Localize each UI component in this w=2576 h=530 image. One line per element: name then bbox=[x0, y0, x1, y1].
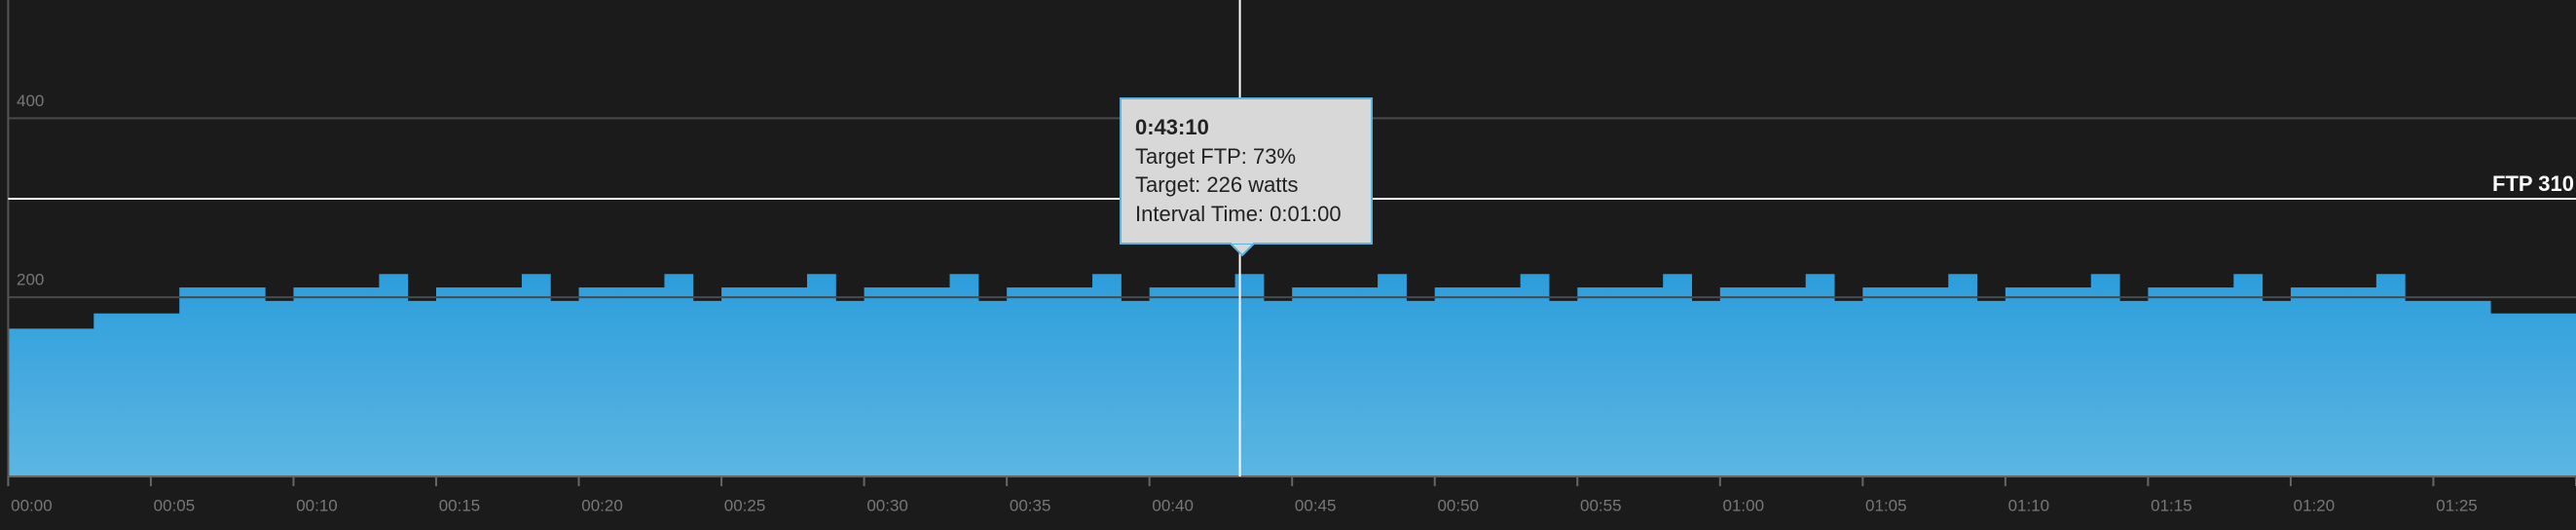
step-bar bbox=[1976, 300, 2006, 476]
x-tick-label: 00:40 bbox=[1152, 496, 1194, 514]
step-bar bbox=[949, 274, 979, 476]
tooltip-box bbox=[1120, 97, 1373, 245]
step-bar bbox=[293, 287, 380, 476]
x-tick-label: 00:10 bbox=[296, 496, 338, 514]
step-bar bbox=[2490, 313, 2576, 476]
step-bar bbox=[1007, 287, 1093, 476]
step-bar bbox=[1663, 274, 1692, 476]
tooltip-arrow bbox=[1228, 243, 1257, 257]
step-bar bbox=[1691, 300, 1721, 476]
step-bar bbox=[1121, 300, 1151, 476]
step-bar bbox=[2119, 300, 2149, 476]
x-tick-label: 01:10 bbox=[2008, 496, 2050, 514]
step-bar bbox=[1577, 287, 1664, 476]
x-tick-label: 01:00 bbox=[1723, 496, 1765, 514]
x-tick-label: 00:25 bbox=[724, 496, 766, 514]
step-bar bbox=[8, 328, 94, 476]
step-bar bbox=[1292, 287, 1379, 476]
step-bar bbox=[1406, 300, 1436, 476]
tooltip: 0:43:10 Target FTP: 73% Target: 226 watt… bbox=[1120, 97, 1373, 257]
step-bar bbox=[1434, 287, 1522, 476]
ftp-label: FTP 310 bbox=[2492, 171, 2574, 196]
step-bar bbox=[436, 287, 523, 476]
step-bar bbox=[1378, 274, 1407, 476]
step-bar bbox=[721, 287, 808, 476]
step-bar bbox=[1862, 287, 1949, 476]
x-tick-label: 00:35 bbox=[1010, 496, 1051, 514]
step-bar bbox=[2405, 300, 2491, 476]
x-tick-label: 01:05 bbox=[1865, 496, 1907, 514]
x-tick-label: 00:55 bbox=[1580, 496, 1622, 514]
step-bar bbox=[379, 274, 409, 476]
step-bar bbox=[1719, 287, 1807, 476]
x-tick-label: 00:05 bbox=[154, 496, 196, 514]
step-bar bbox=[1805, 274, 1835, 476]
step-bar bbox=[265, 300, 294, 476]
step-bar bbox=[521, 274, 551, 476]
tooltip-arrow-cover bbox=[1232, 240, 1253, 244]
tooltip-title: 0:43:10 bbox=[1135, 115, 1209, 139]
step-bar bbox=[664, 274, 694, 476]
step-bar bbox=[1149, 287, 1236, 476]
step-bar bbox=[806, 274, 836, 476]
x-tick-label: 00:15 bbox=[439, 496, 481, 514]
tooltip-line: Target FTP: 73% bbox=[1135, 144, 1296, 169]
step-bar bbox=[2290, 287, 2377, 476]
x-tick-label: 01:15 bbox=[2151, 496, 2192, 514]
step-bar bbox=[2262, 300, 2292, 476]
x-tick-label: 01:20 bbox=[2294, 496, 2336, 514]
step-bar bbox=[1263, 300, 1293, 476]
step-bar bbox=[2005, 287, 2092, 476]
x-tick-label: 00:50 bbox=[1437, 496, 1479, 514]
step-bar bbox=[407, 300, 437, 476]
x-tick-label: 01:25 bbox=[2436, 496, 2478, 514]
step-bar bbox=[1834, 300, 1863, 476]
step-bar bbox=[1548, 300, 1578, 476]
step-bar bbox=[179, 287, 266, 476]
tooltip-line: Interval Time: 0:01:00 bbox=[1135, 202, 1342, 226]
step-bar bbox=[977, 300, 1008, 476]
x-tick-label: 00:30 bbox=[866, 496, 908, 514]
step-bar bbox=[2233, 274, 2263, 476]
step-bar bbox=[692, 300, 722, 476]
x-tick-label: 00:00 bbox=[11, 496, 53, 514]
step-bar bbox=[1092, 274, 1122, 476]
x-tick-label: 00:20 bbox=[581, 496, 623, 514]
step-bar bbox=[864, 287, 951, 476]
step-bar bbox=[2375, 274, 2406, 476]
step-bar bbox=[578, 287, 665, 476]
step-bar bbox=[2090, 274, 2120, 476]
step-bar bbox=[1948, 274, 1978, 476]
step-bar bbox=[93, 313, 180, 476]
step-bar bbox=[550, 300, 580, 476]
tooltip-line: Target: 226 watts bbox=[1135, 172, 1299, 197]
step-bar bbox=[2148, 287, 2234, 476]
step-bar bbox=[835, 300, 865, 476]
y-tick-label: 200 bbox=[17, 271, 44, 289]
x-tick-label: 00:45 bbox=[1295, 496, 1337, 514]
step-bar bbox=[1520, 274, 1550, 476]
y-tick-label: 400 bbox=[17, 92, 44, 110]
